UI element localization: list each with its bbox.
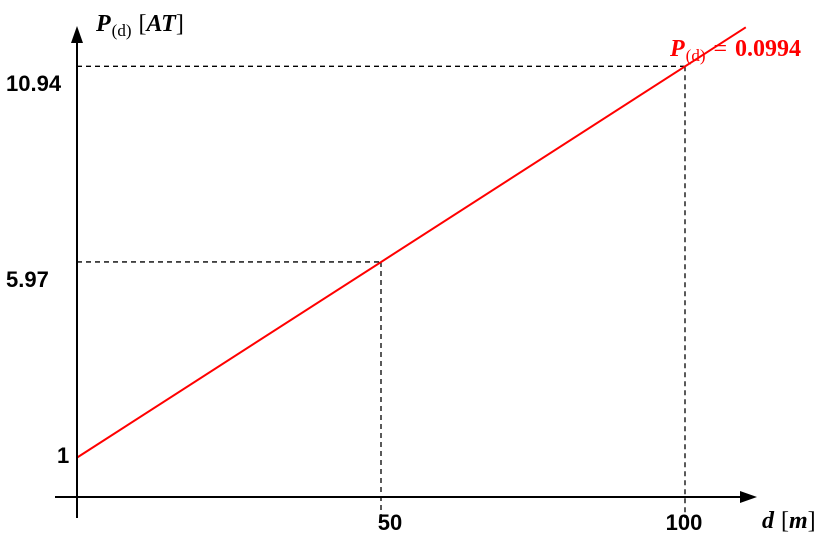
eq-equals: = [714, 36, 728, 62]
y-tick-label-597: 5.97 [6, 267, 49, 292]
y-axis-label: P(d) [AT] [95, 11, 184, 40]
y-tick-label-1094: 10.94 [6, 71, 62, 96]
y-axis-arrow [71, 26, 83, 43]
guide-lines [77, 65, 686, 518]
equation-label: P(d) = 0.0994 [669, 36, 801, 65]
eq-lhs-sub: (d) [686, 46, 706, 65]
y-label-sub: (d) [112, 21, 132, 40]
series-line [76, 26, 747, 459]
y-tick-label-1: 1 [57, 443, 69, 468]
x-tick-label-50: 50 [378, 510, 402, 535]
x-axis-label: d [m] [762, 508, 816, 534]
x-label-unit: m [789, 508, 808, 534]
x-label-var: d [762, 508, 775, 534]
x-tick-label-100: 100 [666, 510, 703, 535]
eq-lhs-var: P [669, 36, 685, 62]
x-axis-arrow [740, 491, 757, 503]
y-label-unit: AT [145, 11, 178, 37]
eq-rhs: 0.0994 [735, 36, 801, 62]
y-label-var: P [95, 11, 111, 37]
